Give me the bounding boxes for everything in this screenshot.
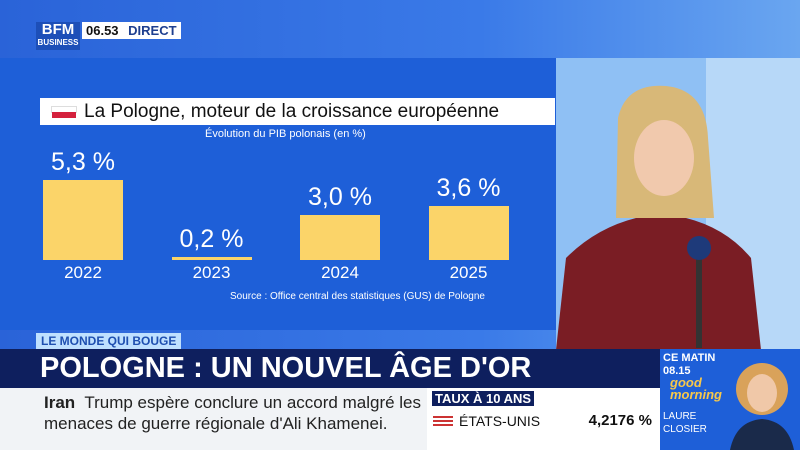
next-show: CE MATIN 08.15 good morning LAURE CLOSIE…	[660, 349, 800, 450]
headline-bar: POLOGNE : UN NOUVEL ÂGE D'OR	[0, 349, 660, 388]
logo-text: BUSINESS	[37, 38, 79, 47]
ticker: Iran Trump espère conclure un accord mal…	[0, 388, 427, 450]
rates: TAUX À 10 ANS ÉTATS-UNIS 4,2176 %	[427, 388, 660, 450]
x-tick-label: 2023	[192, 263, 231, 282]
value-label: 3,0 %	[308, 182, 372, 211]
clock: 06.53	[86, 23, 119, 38]
rates-value: 4,2176 %	[588, 412, 652, 429]
ticker-topic: Iran	[44, 393, 76, 412]
flag	[433, 416, 453, 428]
tag: LE MONDE QUI BOUGE	[36, 333, 182, 349]
x-tick-label: 2024	[321, 263, 359, 282]
ticker-text: Trump espère conclure un accord malgré l…	[44, 393, 422, 433]
rates-country: ÉTATS-UNIS	[459, 413, 541, 429]
headline: POLOGNE : UN NOUVEL ÂGE D'OR	[40, 352, 532, 384]
bar	[43, 179, 123, 260]
value-label: 0,2 %	[179, 224, 244, 253]
presenter-image	[556, 58, 800, 350]
chart-title: La Pologne, moteur de la croissance euro…	[84, 101, 500, 122]
value-label: 3,6 %	[436, 173, 501, 202]
next-when: CE MATIN	[663, 352, 716, 364]
rates-title: TAUX À 10 ANS	[432, 391, 535, 406]
flag	[52, 112, 76, 118]
show-logo: good	[670, 375, 702, 390]
live-label: DIRECT	[128, 23, 177, 38]
bar	[171, 256, 252, 260]
logo-text: BFM	[41, 21, 75, 38]
logo: BFM BUSINESS	[36, 22, 80, 50]
host-image	[730, 363, 794, 450]
title-box: La Pologne, moteur de la croissance euro…	[40, 98, 555, 125]
bar	[428, 205, 509, 260]
chart-subtitle: Évolution du PIB polonais (en %)	[205, 128, 366, 140]
host-name: LAURE	[663, 411, 697, 422]
bar	[300, 214, 380, 260]
flag	[51, 106, 77, 113]
source: Source : Office central des statistiques…	[230, 291, 485, 302]
show-logo: morning	[670, 387, 722, 402]
host-name: CLOSIER	[663, 424, 707, 435]
x-tick-label: 2022	[64, 263, 102, 282]
value-label: 5,3 %	[51, 147, 115, 176]
next-time: 08.15	[663, 365, 691, 377]
x-tick-label: 2025	[449, 263, 488, 282]
